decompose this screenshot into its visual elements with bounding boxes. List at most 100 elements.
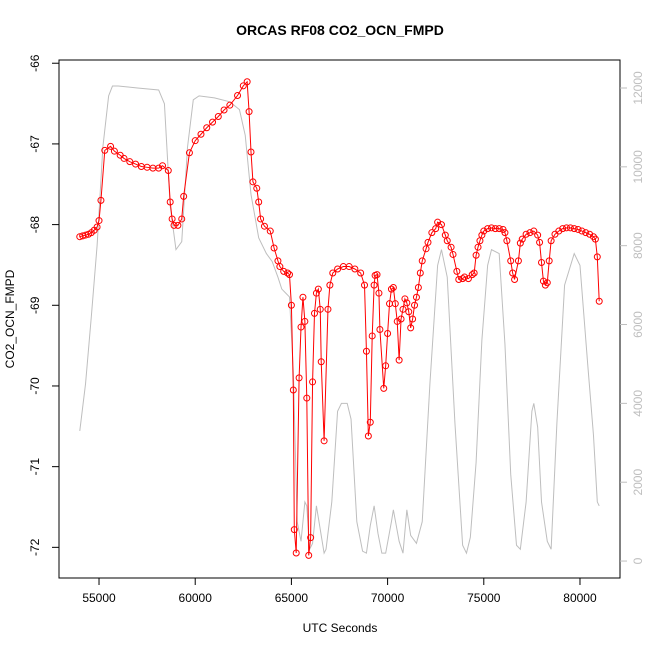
data-point [563,224,571,232]
y2-tick-label: 12000 [631,71,645,105]
y-tick-label: -71 [28,458,42,476]
data-point [185,149,193,157]
data-point [380,384,388,392]
data-point [290,526,298,534]
data-point [312,289,320,297]
data-point [409,315,417,323]
data-point [364,432,372,440]
data-point [397,315,405,323]
data-point [574,225,582,233]
data-point [516,239,524,247]
data-point [301,317,309,325]
data-point [249,178,257,186]
data-point [95,217,103,225]
data-point [539,277,547,285]
y2-tick-label: 2000 [631,469,645,496]
data-point [447,243,455,251]
data-point [368,332,376,340]
data-point [484,225,492,233]
data-point [314,285,322,293]
data-point [326,281,334,289]
data-point [503,237,511,245]
y-tick-label: -72 [28,538,42,556]
y2-tick-label: 8000 [631,232,645,259]
data-point [514,257,522,265]
data-point [403,299,411,307]
data-point [317,358,325,366]
y-tick-label: -67 [28,135,42,153]
x-tick-label: 70000 [371,591,405,605]
data-point [501,229,509,237]
data-point [418,257,426,265]
data-point [297,323,305,331]
data-point [443,237,451,245]
data-point [239,82,247,90]
data-point [511,275,519,283]
data-point [416,269,424,277]
data-point [428,229,436,237]
data-point [357,269,365,277]
data-point [126,158,134,166]
data-point [168,215,176,223]
data-point [559,225,567,233]
data-point [214,112,222,120]
data-point [209,118,217,126]
y2-tick-label: 10000 [631,150,645,184]
data-point [159,162,167,170]
data-point [376,325,384,333]
data-point [530,227,538,235]
data-point [180,192,188,200]
plot-frame [58,59,621,579]
data-point [389,284,397,292]
data-point [424,238,432,246]
data-point [303,394,311,402]
y2-tick-label: 0 [631,557,645,564]
data-point [538,259,546,267]
data-point [82,231,90,239]
data-point [472,251,480,259]
data-point [132,160,140,168]
data-point [543,279,551,287]
x-tick-label: 75000 [467,591,501,605]
data-point [566,224,574,232]
data-point [593,253,601,261]
data-point [220,106,228,114]
data-point [203,124,211,132]
data-point [399,305,407,313]
data-point [310,309,318,317]
data-point [570,225,578,233]
data-point [101,146,109,154]
data-point [453,267,461,275]
data-point [285,271,293,279]
data-point [97,196,105,204]
data-point [509,269,517,277]
data-point [120,154,128,162]
x-axis-label: UTC Seconds [303,621,378,635]
data-point [166,198,174,206]
data-point [307,534,315,542]
data-point [437,221,445,229]
y-tick-label: -68 [28,216,42,234]
data-point [234,92,242,100]
data-point [373,271,381,279]
data-point [455,275,463,283]
data-point [289,386,297,394]
data-point [432,225,440,233]
data-point [412,293,420,301]
data-point [320,437,328,445]
x-tick-label: 55000 [82,591,116,605]
data-point [295,374,303,382]
data-point [226,101,234,109]
data-point [547,237,555,245]
data-point [280,267,288,275]
data-point [292,549,300,557]
data-point [495,225,503,233]
data-point [361,281,369,289]
data-point [366,418,374,426]
data-point [395,356,403,364]
data-point [316,305,324,313]
data-point [414,284,422,292]
data-point [382,362,390,370]
data-point [391,300,399,308]
